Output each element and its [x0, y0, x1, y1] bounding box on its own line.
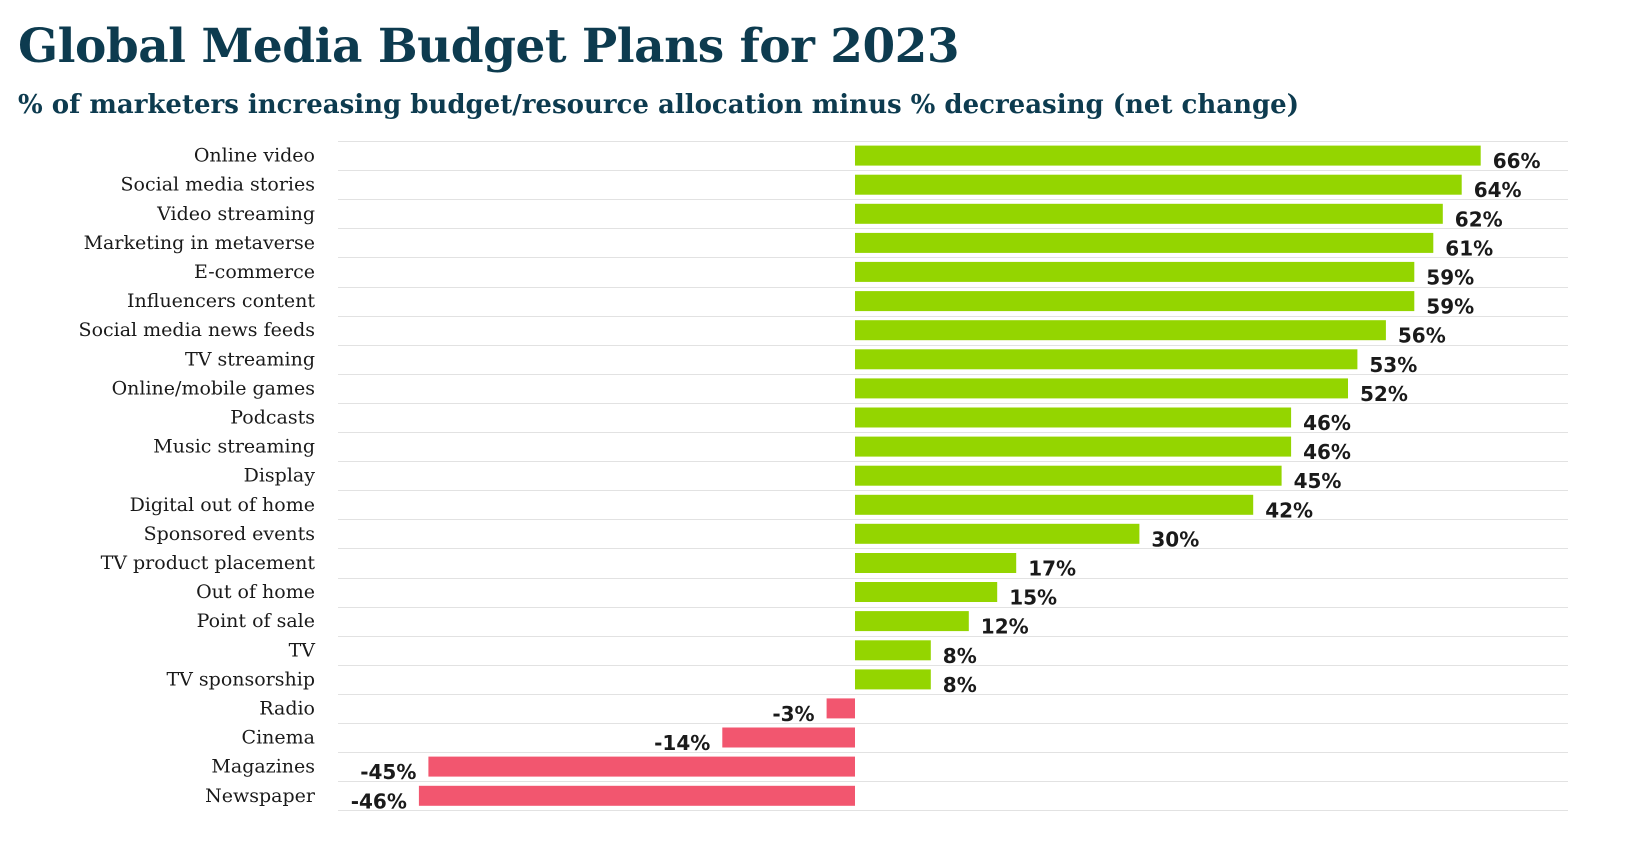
- value-label-digital-out-of-home: 42%: [1265, 498, 1313, 522]
- value-label-marketing-in-metaverse: 61%: [1445, 236, 1493, 260]
- category-label-marketing-in-metaverse: Marketing in metaverse: [84, 232, 315, 254]
- bar-digital-out-of-home: [855, 494, 1254, 515]
- category-label-display: Display: [244, 465, 316, 487]
- bar-out-of-home: [855, 582, 998, 602]
- value-label-podcasts: 46%: [1303, 411, 1351, 435]
- value-label-music-streaming: 46%: [1303, 440, 1351, 464]
- category-labels: Online video Social media stories Video st…: [79, 145, 316, 807]
- category-label-music-streaming: Music streaming: [153, 436, 315, 458]
- value-label-display: 45%: [1294, 469, 1342, 493]
- bar-cinema: [722, 727, 855, 748]
- value-label-radio: -3%: [772, 702, 814, 726]
- value-label-tv-product-placement: 17%: [1028, 556, 1076, 580]
- bar-display: [855, 465, 1282, 486]
- value-label-e-commerce: 59%: [1426, 265, 1474, 289]
- bar-online-video: [855, 145, 1481, 166]
- category-label-radio: Radio: [259, 697, 315, 719]
- bar-newspaper: [418, 785, 855, 806]
- value-labels: 66% 64% 62% 61% 59% 59% 56% 53% 52% 46% 46% 45% 42% 3…: [351, 149, 1541, 813]
- bar-online-mobile-games: [855, 378, 1348, 399]
- bar-influencers-content: [855, 291, 1415, 312]
- value-label-influencers-content: 59%: [1426, 295, 1474, 319]
- bar-e-commerce: [855, 261, 1415, 282]
- bar-music-streaming: [855, 436, 1292, 457]
- bar-point-of-sale: [855, 611, 969, 632]
- bar-sponsored-events: [855, 523, 1140, 544]
- bars: [418, 145, 1481, 806]
- value-label-online-video: 66%: [1493, 149, 1541, 173]
- value-label-social-media-stories: 64%: [1474, 178, 1522, 202]
- category-label-podcasts: Podcasts: [230, 406, 315, 428]
- category-label-newspaper: Newspaper: [205, 785, 316, 807]
- bar-podcasts: [855, 407, 1292, 428]
- category-label-magazines: Magazines: [211, 756, 315, 778]
- value-label-video-streaming: 62%: [1455, 207, 1503, 231]
- bar-tv: [855, 640, 931, 661]
- bar-social-media-news-feeds: [855, 320, 1386, 341]
- category-label-cinema: Cinema: [242, 727, 315, 749]
- category-label-tv: TV: [289, 639, 316, 661]
- bar-tv-streaming: [855, 349, 1358, 370]
- category-label-tv-product-placement: TV product placement: [101, 552, 316, 574]
- bar-social-media-stories: [855, 174, 1462, 195]
- bar-radio: [826, 698, 855, 719]
- value-label-newspaper: -46%: [351, 789, 407, 813]
- bar-magazines: [428, 756, 855, 777]
- category-label-out-of-home: Out of home: [196, 581, 315, 603]
- category-label-tv-sponsorship: TV sponsorship: [166, 668, 315, 690]
- category-label-online-video: Online video: [194, 145, 315, 167]
- chart-title: Global Media Budget Plans for 2023: [18, 19, 960, 74]
- value-label-social-media-news-feeds: 56%: [1398, 324, 1446, 348]
- value-label-out-of-home: 15%: [1009, 586, 1057, 610]
- category-label-digital-out-of-home: Digital out of home: [130, 494, 315, 516]
- category-label-sponsored-events: Sponsored events: [144, 523, 315, 545]
- bar-tv-sponsorship: [855, 669, 931, 690]
- bar-video-streaming: [855, 203, 1443, 224]
- value-label-online-mobile-games: 52%: [1360, 382, 1408, 406]
- value-label-point-of-sale: 12%: [981, 615, 1029, 639]
- bar-tv-product-placement: [855, 553, 1017, 573]
- value-label-magazines: -45%: [360, 760, 416, 784]
- value-label-sponsored-events: 30%: [1151, 527, 1199, 551]
- value-label-tv-sponsorship: 8%: [943, 673, 977, 697]
- category-label-tv-streaming: TV streaming: [185, 348, 315, 370]
- category-label-point-of-sale: Point of sale: [197, 610, 315, 632]
- value-label-cinema: -14%: [654, 731, 710, 755]
- category-label-social-media-stories: Social media stories: [121, 174, 315, 196]
- bar-marketing-in-metaverse: [855, 232, 1434, 253]
- category-label-online-mobile-games: Online/mobile games: [112, 377, 315, 399]
- category-label-video-streaming: Video streaming: [156, 203, 315, 225]
- value-label-tv-streaming: 53%: [1369, 353, 1417, 377]
- value-label-tv: 8%: [943, 644, 977, 668]
- category-label-social-media-news-feeds: Social media news feeds: [79, 319, 315, 341]
- category-label-influencers-content: Influencers content: [127, 290, 315, 312]
- chart-subtitle: % of marketers increasing budget/resourc…: [18, 90, 1300, 120]
- gridlines: [338, 141, 1568, 811]
- category-label-e-commerce: E-commerce: [194, 261, 315, 283]
